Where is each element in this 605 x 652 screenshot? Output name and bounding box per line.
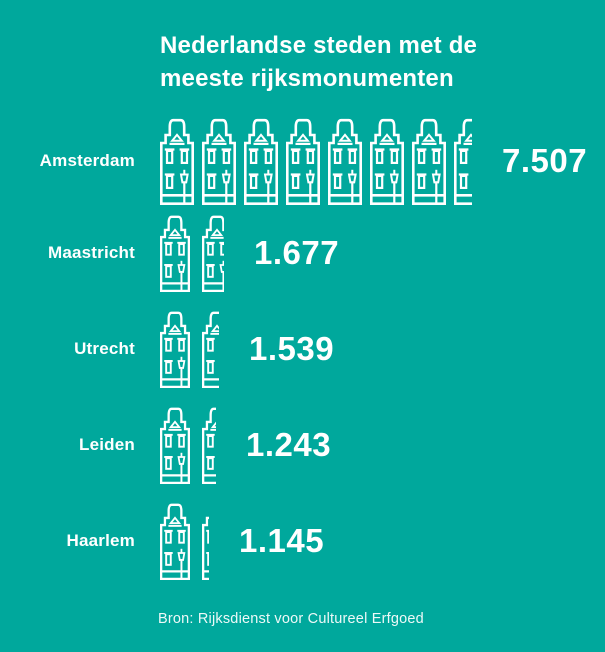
row-value: 1.145 bbox=[239, 522, 325, 559]
canal-house-icon bbox=[160, 407, 190, 484]
canal-house-icon bbox=[328, 118, 362, 205]
row: Utrecht 1.539 bbox=[0, 310, 605, 388]
canal-house-icon-wrap bbox=[202, 117, 236, 205]
canal-house-icon-partial bbox=[202, 310, 219, 388]
row-label-city: Leiden bbox=[79, 435, 135, 454]
canal-house-icon-wrap bbox=[244, 117, 278, 205]
chart-title: Nederlandse steden met de meeste rijksmo… bbox=[160, 29, 477, 95]
row-label-city: Maastricht bbox=[47, 243, 135, 262]
canal-house-icon bbox=[160, 215, 190, 292]
pictogram-bar bbox=[160, 117, 472, 205]
canal-house-icon bbox=[202, 516, 209, 580]
row: Amsterdam 7.507 bbox=[0, 117, 605, 205]
canal-house-icon bbox=[160, 118, 194, 205]
row-label-city: Utrecht bbox=[74, 339, 135, 358]
canal-house-icon bbox=[160, 503, 190, 580]
chart-title-line-1: Nederlandse steden met de bbox=[160, 32, 478, 59]
canal-house-icon-partial bbox=[202, 502, 209, 580]
row-value: 1.243 bbox=[246, 426, 332, 463]
canal-house-icon bbox=[202, 215, 224, 292]
canal-house-icon bbox=[160, 311, 190, 388]
row-label-city: Amsterdam bbox=[39, 151, 135, 170]
canal-house-icon bbox=[202, 311, 219, 388]
chart-title-line-2: meeste rijksmonumenten bbox=[160, 65, 454, 92]
canal-house-icon-wrap bbox=[160, 406, 190, 484]
canal-house-icon bbox=[202, 118, 236, 205]
canal-house-icon-wrap bbox=[160, 117, 194, 205]
pictogram-bar bbox=[160, 502, 209, 580]
row: Haarlem 1.145 bbox=[0, 502, 605, 580]
canal-house-icon-wrap bbox=[160, 310, 190, 388]
row: Maastricht 1.677 bbox=[0, 214, 605, 292]
canal-house-icon bbox=[412, 118, 446, 205]
row-value: 7.507 bbox=[502, 142, 588, 179]
pictogram-bar bbox=[160, 214, 224, 292]
canal-house-icon-partial bbox=[454, 117, 472, 205]
canal-house-icon bbox=[286, 118, 320, 205]
row-label-city: Haarlem bbox=[66, 531, 135, 550]
source-attribution: Bron: Rijksdienst voor Cultureel Erfgoed bbox=[158, 611, 424, 627]
row-value: 1.539 bbox=[249, 330, 335, 367]
canal-house-icon bbox=[370, 118, 404, 205]
canal-house-icon-wrap bbox=[160, 214, 190, 292]
canal-house-icon-wrap bbox=[328, 117, 362, 205]
row-value: 1.677 bbox=[254, 234, 340, 271]
canal-house-icon bbox=[202, 407, 216, 484]
canal-house-icon-wrap bbox=[160, 502, 190, 580]
canal-house-icon bbox=[244, 118, 278, 205]
pictogram-bar bbox=[160, 310, 219, 388]
canal-house-icon-partial bbox=[202, 406, 216, 484]
canal-house-icon-wrap bbox=[286, 117, 320, 205]
canal-house-icon bbox=[454, 118, 472, 205]
canal-house-icon-partial bbox=[202, 214, 224, 292]
canal-house-icon-wrap bbox=[412, 117, 446, 205]
canal-house-icon-wrap bbox=[370, 117, 404, 205]
pictogram-bar bbox=[160, 406, 216, 484]
row: Leiden 1.243 bbox=[0, 406, 605, 484]
